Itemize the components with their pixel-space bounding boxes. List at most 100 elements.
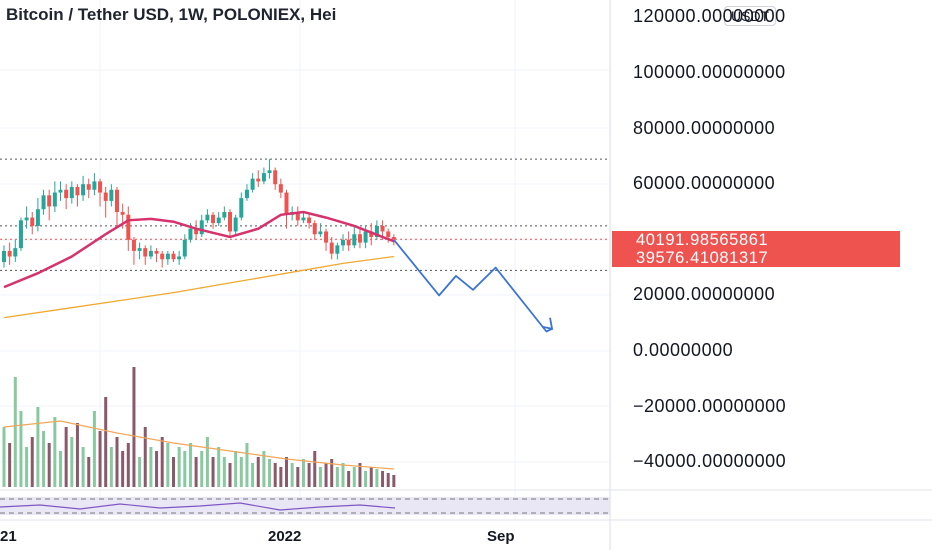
volume-bar [183,451,187,487]
candle-body [199,220,204,235]
candle-body [103,192,108,201]
candle-body [312,223,317,235]
volume-bar [234,451,238,487]
volume-bar [53,417,57,487]
y-tick-label: 80000.00000000 [633,117,776,138]
currency-unit-button[interactable]: USDT [724,6,777,26]
volume-bar [313,451,317,487]
volume-bar [273,463,277,487]
volume-bar [109,447,113,487]
candle-body [228,212,232,232]
candle-body [165,253,170,260]
volume-bar [330,459,334,487]
volume-bar [47,443,51,487]
candle-body [374,225,379,238]
volume-bar [64,427,68,487]
grid-lines [0,0,610,520]
candle-body [177,256,182,260]
candle-body [216,217,221,224]
volume-bar [104,397,108,487]
candle-body [346,239,351,246]
volume-bar [375,469,379,487]
projection-line [393,239,553,333]
candle-body [239,198,244,218]
volume-bar [121,451,125,487]
candle-body [86,184,91,190]
volume-bar [217,447,221,487]
candle-body [295,212,300,221]
candle-body [273,170,278,185]
candle-body [143,248,148,257]
volume-bar [115,437,119,487]
volume-bar [358,463,362,487]
candle-body [18,220,23,249]
volume-bar [2,427,6,487]
volume-bar [160,437,164,487]
volume-bar [194,457,198,487]
candle-body [244,189,249,199]
volume-bar [87,457,91,487]
candle-body [109,189,114,201]
projection-arrowhead [541,317,554,330]
volume-bar [166,443,170,487]
volume-bar [279,467,283,487]
volume-bar [285,457,288,487]
candle-body [352,234,357,246]
candle-body [329,242,334,254]
horizontal-levels [0,158,610,271]
volume-bar [381,471,385,487]
candle-body [92,181,97,190]
candle-body [284,192,289,215]
candle-body [126,214,131,240]
candle-body [171,253,176,260]
price-tag: 39576.41081317 [612,249,900,267]
volume-bar [155,451,159,487]
volume-bar [245,443,249,487]
candle-body [307,217,312,224]
candle-body [137,248,142,251]
volume-bar [172,457,175,487]
candle-body [278,184,283,193]
volume-bar [92,411,96,487]
candle-body [182,239,187,257]
volume-bar [143,427,147,487]
candle-body [256,178,261,182]
volume-bar [19,411,23,487]
candle-body [380,225,385,232]
candle-body [2,250,6,263]
moving-averages [3,210,395,319]
candle-body [261,173,266,182]
candle-body [188,228,193,240]
volume-bar [335,467,339,487]
volume-bar [149,447,153,487]
candle-body [386,231,391,238]
candle-body [69,186,74,199]
candle-body [52,192,57,207]
volume-bar [296,467,300,487]
volume-bar [30,437,34,487]
volume-bar [98,431,102,487]
volume-bar [301,459,305,487]
candle-body [205,214,210,221]
volume-bar [228,463,232,487]
volume-bar [81,447,85,487]
candle-body [233,217,238,232]
indicator-band [0,497,610,515]
candle-body [131,239,136,251]
y-tick-label: −40000.00000000 [633,451,787,472]
x-tick-label: 21 [0,528,17,545]
volume-bar [392,475,396,487]
volume-bar [200,451,204,487]
volume-bar [25,447,29,487]
ma-orange-line [3,255,394,319]
volume-bar [13,377,17,487]
y-tick-label: −20000.00000000 [633,395,787,416]
volume-bar [126,443,130,487]
indicator-line [0,502,396,511]
volume-bar [239,457,243,487]
volume-bar [386,473,390,487]
volume-bar [211,457,215,487]
volume-bar [42,431,46,487]
